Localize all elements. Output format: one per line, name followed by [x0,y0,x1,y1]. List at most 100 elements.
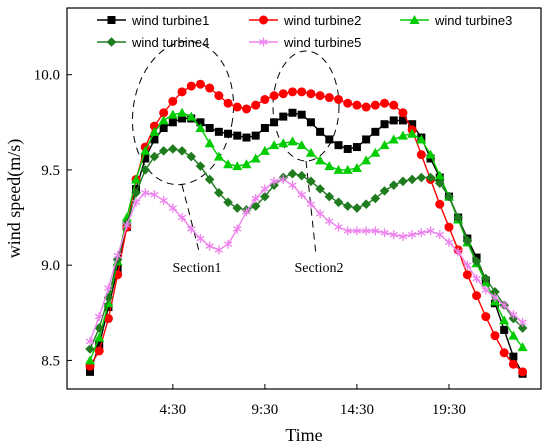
data-point [407,174,417,185]
star-stroke [315,210,325,217]
axis-ticks: 8.5 9.0 9.5 10.0 4:30 9:30 14:30 19:30 [34,68,466,418]
data-point [361,155,372,165]
star-stroke [141,189,150,196]
data-point [233,224,242,234]
data-point [462,270,472,280]
data-point [214,127,223,136]
data-point [305,147,316,157]
data-point [416,150,426,160]
data-point [296,140,307,150]
data-point [168,96,178,106]
y-tick-label: 10.0 [34,68,60,84]
data-point [251,194,260,203]
legend: wind turbine1 wind turbine2 wind turbine3 w… [97,13,512,50]
legend-item: wind turbine2 [249,13,361,28]
star-stroke [417,229,426,236]
data-point [140,145,151,155]
data-point [297,87,307,97]
data-point [177,107,188,117]
data-point [279,174,288,184]
data-point [490,287,500,297]
data-point [186,81,196,91]
data-point [416,134,427,144]
data-point [288,180,297,190]
legend-marker [409,15,420,24]
data-point [122,220,132,230]
data-point [214,245,224,255]
data-point [417,228,426,238]
data-point [444,237,454,247]
data-point [214,187,224,198]
data-point [131,187,141,198]
data-point [324,161,335,171]
data-point [351,163,362,173]
star-stroke [205,243,214,249]
data-point [398,232,408,242]
data-point [407,230,417,240]
data-point [325,216,334,226]
legend-item: wind turbine3 [400,13,512,28]
star-stroke [260,186,270,192]
data-point [241,159,252,169]
data-point [398,108,408,118]
data-point [352,143,361,152]
data-point [260,94,270,104]
star-stroke [94,313,104,320]
data-point [141,188,150,198]
legend-marker [106,37,117,47]
data-point [352,203,362,213]
data-point [361,226,371,236]
data-point [224,129,233,138]
data-point [490,331,500,341]
data-point [205,241,214,251]
data-point [278,89,288,99]
data-point [444,222,454,232]
data-point [279,112,288,121]
data-point [296,170,307,181]
data-point [370,193,381,204]
data-point [315,155,326,165]
star-stroke [242,209,251,215]
data-point [186,111,197,121]
star-stroke [499,302,509,308]
y-axis-title: wind speed(m/s) [4,139,25,258]
data-point [333,164,344,174]
data-point [315,91,325,101]
data-point [425,149,436,159]
star-stroke [122,222,132,228]
data-point [379,186,390,196]
star-stroke [481,287,490,293]
data-point [287,136,298,146]
data-point [434,178,445,189]
star-stroke [453,249,463,255]
data-point [518,317,527,327]
star-stroke [131,199,141,206]
star-stroke [259,39,268,45]
data-point [269,176,279,186]
data-point [287,87,297,97]
data-point [250,201,261,211]
data-point [342,201,353,211]
data-point [168,144,178,154]
data-point [196,118,205,127]
star-stroke [168,205,178,211]
data-point [389,100,399,110]
data-point [490,293,500,303]
star-stroke [223,241,233,248]
data-point [315,209,325,219]
data-point [379,140,390,150]
data-point [343,98,353,108]
data-point [509,310,518,320]
data-point [398,176,408,187]
data-point [361,102,371,112]
star-stroke [297,191,306,198]
data-point [416,172,427,183]
data-point [425,172,436,183]
legend-label: wind turbine4 [131,35,209,50]
data-point [380,228,389,238]
legend-marker [259,37,268,47]
data-point [389,230,398,240]
x-tick-label: 14:30 [340,402,374,418]
star-stroke [407,231,417,238]
section-label: Section2 [295,261,344,276]
